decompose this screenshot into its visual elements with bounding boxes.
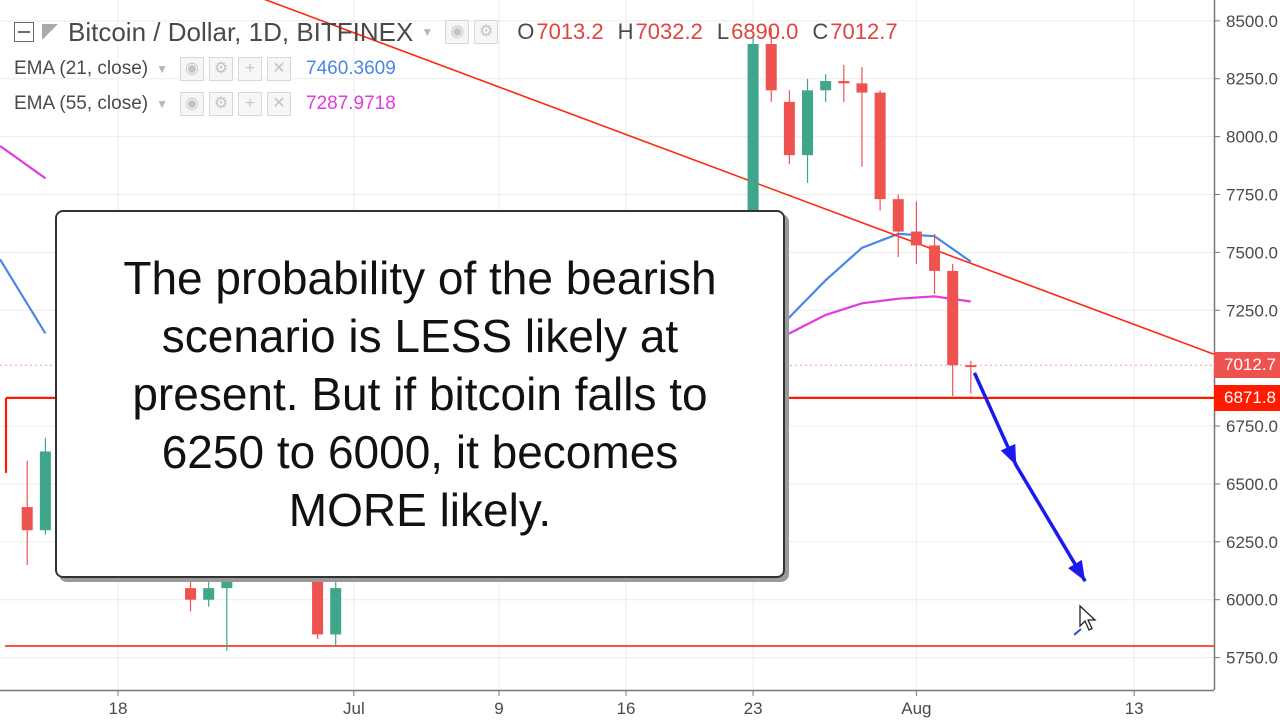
candle-down (892, 199, 904, 232)
horizontal-line-price-tag: 6871.8 (1214, 384, 1280, 411)
price-axis[interactable]: 8500.0 8250.0 8000.0 7750.0 7500.0 7250.0 6750… (1214, 12, 1278, 668)
eye-icon[interactable]: ◉ (445, 20, 470, 44)
chevron-down-icon[interactable]: ▼ (421, 25, 434, 39)
ema21-label: EMA (21, close) (14, 58, 149, 79)
ema55-value: 7287.9718 (306, 93, 396, 114)
candle-up (820, 81, 832, 91)
flag-icon[interactable] (42, 24, 58, 40)
candle-down (838, 81, 850, 84)
descending-trendline[interactable] (136, 0, 1215, 356)
candle-down (783, 101, 795, 156)
low-value: 6890.0 (731, 19, 799, 44)
candle-up (203, 588, 215, 600)
price-tick-label: 7250.0 (1226, 301, 1278, 320)
annotation-callout: The probability of the bearish scenario … (55, 210, 785, 578)
symbol-legend-row: Bitcoin / Dollar, 1D, BITFINEX ▼ ◉ ⚙ O 7… (14, 14, 898, 50)
open-label: O (517, 19, 535, 44)
chevron-down-icon[interactable]: ▼ (156, 62, 168, 76)
candle-down (185, 588, 197, 600)
candle-up (39, 451, 51, 531)
candle-down (910, 231, 922, 246)
last-price-tag: 7012.7 (1214, 352, 1280, 379)
high-value: 7032.2 (635, 19, 703, 44)
candle-down (765, 43, 777, 91)
price-tick-label: 6500.0 (1226, 475, 1278, 494)
cursor-icon (1074, 604, 1097, 636)
close-value: 7012.7 (830, 19, 898, 44)
plus-icon[interactable]: + (238, 92, 262, 116)
price-tick-label: 6750.0 (1226, 417, 1278, 436)
candle-down (929, 245, 941, 271)
price-tick-label: 6250.0 (1226, 533, 1278, 552)
price-tick-label: 6000.0 (1226, 591, 1278, 610)
candle-down (965, 365, 977, 368)
time-axis[interactable]: 18 Jul 9 16 23 Aug 13 (108, 690, 1144, 718)
candle-up (221, 581, 233, 589)
price-tick-label: 7750.0 (1226, 185, 1278, 204)
ema55-label: EMA (55, close) (14, 93, 149, 114)
chevron-down-icon[interactable]: ▼ (156, 97, 168, 111)
time-tick-label: 18 (108, 699, 127, 718)
ema55-line (752, 295, 971, 356)
gear-icon[interactable]: ⚙ (474, 20, 499, 44)
candle-down (947, 270, 959, 366)
candles (21, 27, 977, 651)
close-label: C (812, 19, 829, 44)
time-tick-label: 9 (494, 699, 503, 718)
gear-icon[interactable]: ⚙ (209, 92, 233, 116)
candle-down (21, 507, 33, 531)
time-tick-label: Jul (343, 699, 365, 718)
time-tick-label: 23 (744, 699, 763, 718)
ema21-legend-row: EMA (21, close) ▼ ◉ ⚙ + ✕ 7460.3609 (14, 56, 396, 82)
eye-icon[interactable]: ◉ (180, 57, 204, 81)
candle-down (312, 581, 324, 635)
candle-down (874, 92, 886, 200)
candle-up (747, 43, 759, 276)
ema21-line (0, 258, 47, 334)
price-tick-label: 8500.0 (1226, 12, 1278, 31)
close-icon[interactable]: ✕ (267, 92, 291, 116)
ema55-legend-row: EMA (55, close) ▼ ◉ ⚙ + ✕ 7287.9718 (14, 91, 396, 117)
low-label: L (716, 19, 730, 44)
time-tick-label: 13 (1125, 699, 1144, 718)
plus-icon[interactable]: + (238, 57, 262, 81)
open-value: 7013.2 (536, 19, 604, 44)
price-tick-label: 7500.0 (1226, 243, 1278, 262)
callout-text: The probability of the bearish scenario … (123, 252, 717, 536)
candle-up (330, 588, 342, 635)
price-tick-label: 8000.0 (1226, 128, 1278, 147)
price-tick-label: 8250.0 (1226, 70, 1278, 89)
high-label: H (617, 19, 634, 44)
candle-down (856, 83, 868, 93)
gear-icon[interactable]: ⚙ (209, 57, 233, 81)
close-icon[interactable]: ✕ (267, 57, 291, 81)
candle-up (802, 90, 814, 156)
time-tick-label: 16 (617, 699, 636, 718)
time-tick-label: Aug (901, 699, 931, 718)
symbol-title: Bitcoin / Dollar, 1D, BITFINEX (68, 16, 414, 47)
forecast-arrow-midhead (1000, 443, 1017, 466)
ema55-line (0, 145, 47, 180)
ema21-value: 7460.3609 (306, 58, 396, 79)
collapse-icon[interactable] (14, 22, 34, 42)
price-tick-label: 5750.0 (1226, 649, 1278, 668)
eye-icon[interactable]: ◉ (180, 92, 204, 116)
forecast-arrow-head (1068, 559, 1086, 582)
